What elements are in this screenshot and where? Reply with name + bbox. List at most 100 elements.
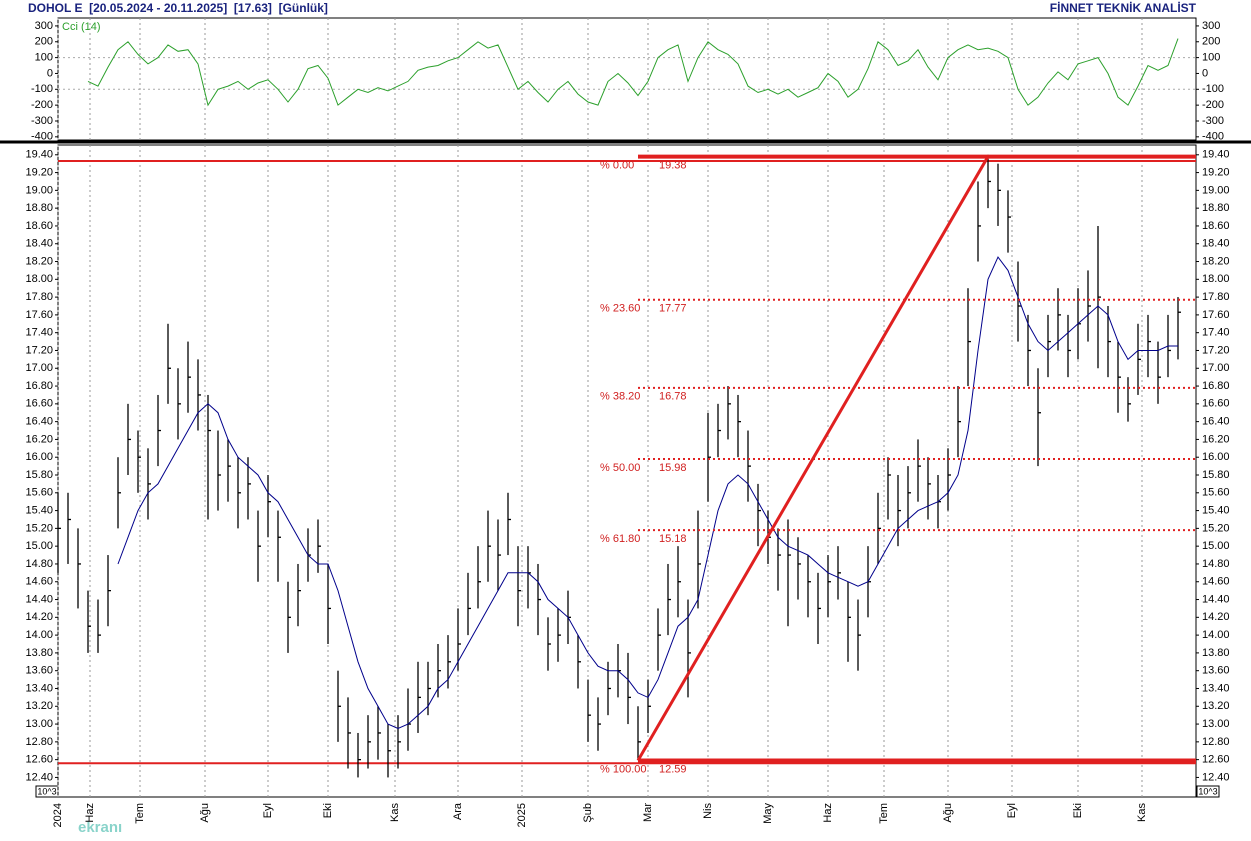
x-tick-label: Ağu xyxy=(942,803,954,823)
fib-value: 15.98 xyxy=(659,462,687,474)
y-tick-label: 18.20 xyxy=(1202,255,1230,267)
fib-value: 16.78 xyxy=(659,391,687,403)
y-tick-label: 15.60 xyxy=(1202,487,1230,499)
y-tick-label: 15.40 xyxy=(25,504,53,516)
y-tick-label: 15.20 xyxy=(25,522,53,534)
y-tick-label: 18.60 xyxy=(25,220,53,232)
y-tick-label: 14.20 xyxy=(1202,611,1230,623)
y-tick-label: 14.40 xyxy=(1202,593,1230,605)
y-tick-label: 13.60 xyxy=(25,665,53,677)
y-tick-label: 19.20 xyxy=(25,166,53,178)
y-tick-label: 12.40 xyxy=(25,771,53,783)
watermark: ekranı xyxy=(78,819,122,836)
y-tick-label: 16.00 xyxy=(25,451,53,463)
x-tick-label: Nis xyxy=(702,803,714,819)
y-tick-label: 300 xyxy=(1202,20,1220,32)
y-tick-label: 16.80 xyxy=(25,380,53,392)
fib-value: 19.38 xyxy=(659,159,687,171)
y-tick-label: 19.20 xyxy=(1202,166,1230,178)
fib-percent: % 0.00 xyxy=(600,159,634,171)
y-tick-label: 18.80 xyxy=(1202,202,1230,214)
y-tick-label: 19.00 xyxy=(25,184,53,196)
y-tick-label: 17.00 xyxy=(25,362,53,374)
y-tick-label: 200 xyxy=(35,36,53,48)
x-tick-label: Tem xyxy=(134,803,146,824)
y-tick-label: 16.40 xyxy=(25,416,53,428)
y-tick-label: 14.00 xyxy=(1202,629,1230,641)
x-tick-label: Ağu xyxy=(199,803,211,823)
fib-value: 17.77 xyxy=(659,303,687,315)
cci-line xyxy=(87,38,1179,107)
y-tick-label: 18.20 xyxy=(25,255,53,267)
y-tick-label: -200 xyxy=(31,99,53,111)
y-tick-label: 15.80 xyxy=(1202,469,1230,481)
y-tick-label: 18.40 xyxy=(1202,238,1230,250)
y-tick-label: 15.80 xyxy=(25,469,53,481)
y-tick-label: 17.80 xyxy=(1202,291,1230,303)
y-tick-label: 18.40 xyxy=(25,238,53,250)
y-tick-label: 13.80 xyxy=(1202,647,1230,659)
y-tick-label: 14.20 xyxy=(25,611,53,623)
x-tick-label: Haz xyxy=(822,803,834,823)
y-tick-label: -300 xyxy=(1202,115,1224,127)
y-tick-label: 15.20 xyxy=(1202,522,1230,534)
x-tick-label: Kas xyxy=(389,803,401,822)
y-tick-label: -400 xyxy=(31,131,53,143)
y-tick-label: -300 xyxy=(31,115,53,127)
y-tick-label: 13.80 xyxy=(25,647,53,659)
fib-percent: % 100.00 xyxy=(600,763,646,775)
y-tick-label: 15.40 xyxy=(1202,504,1230,516)
y-tick-label: 12.60 xyxy=(25,754,53,766)
y-tick-label: 18.80 xyxy=(25,202,53,214)
cci-title: Cci (14) xyxy=(62,21,101,33)
moving-average xyxy=(117,256,1178,730)
y-tick-label: -100 xyxy=(31,83,53,95)
x-tick-label: 2024 xyxy=(52,803,64,827)
y-tick-label: 13.60 xyxy=(1202,665,1230,677)
y-tick-label: 15.60 xyxy=(25,487,53,499)
y-tick-label: 14.60 xyxy=(1202,576,1230,588)
y-tick-label: 12.80 xyxy=(25,736,53,748)
y-tick-label: 13.20 xyxy=(1202,700,1230,712)
x-tick-label: Kas xyxy=(1136,803,1148,822)
y-tick-label: 14.60 xyxy=(25,576,53,588)
fib-percent: % 61.80 xyxy=(600,533,640,545)
fib-percent: % 23.60 xyxy=(600,303,640,315)
y-tick-label: 12.60 xyxy=(1202,754,1230,766)
scale-box xyxy=(1196,785,1220,798)
y-tick-label: 300 xyxy=(35,20,53,32)
y-tick-label: -100 xyxy=(1202,83,1224,95)
y-tick-label: 16.00 xyxy=(1202,451,1230,463)
y-tick-label: 14.80 xyxy=(25,558,53,570)
x-tick-label: Eki xyxy=(1072,803,1084,818)
y-tick-label: 18.60 xyxy=(1202,220,1230,232)
y-tick-label: 17.80 xyxy=(25,291,53,303)
y-tick-label: 17.00 xyxy=(1202,362,1230,374)
y-tick-label: 17.20 xyxy=(25,344,53,356)
y-tick-label: 0 xyxy=(1202,67,1208,79)
y-tick-label: 13.00 xyxy=(1202,718,1230,730)
x-tick-label: Eki xyxy=(322,803,334,818)
y-tick-label: 16.20 xyxy=(1202,433,1230,445)
x-tick-label: Haz xyxy=(84,803,96,823)
x-tick-label: Mar xyxy=(642,803,654,822)
y-tick-label: 0 xyxy=(47,67,53,79)
x-tick-label: 2025 xyxy=(516,803,528,827)
y-tick-label: 16.60 xyxy=(1202,398,1230,410)
y-tick-label: 13.40 xyxy=(1202,682,1230,694)
y-tick-label: 17.60 xyxy=(25,309,53,321)
y-tick-label: 18.00 xyxy=(25,273,53,285)
chart-title: DOHOL E [20.05.2024 - 20.11.2025] [17.63… xyxy=(28,1,328,15)
y-tick-label: 16.60 xyxy=(25,398,53,410)
y-tick-label: -200 xyxy=(1202,99,1224,111)
y-tick-label: -400 xyxy=(1202,131,1224,143)
y-tick-label: 12.80 xyxy=(1202,736,1230,748)
y-tick-label: 18.00 xyxy=(1202,273,1230,285)
y-tick-label: 15.00 xyxy=(1202,540,1230,552)
y-tick-label: 14.80 xyxy=(1202,558,1230,570)
y-tick-label: 13.20 xyxy=(25,700,53,712)
y-tick-label: 17.60 xyxy=(1202,309,1230,321)
y-tick-label: 19.00 xyxy=(1202,184,1230,196)
